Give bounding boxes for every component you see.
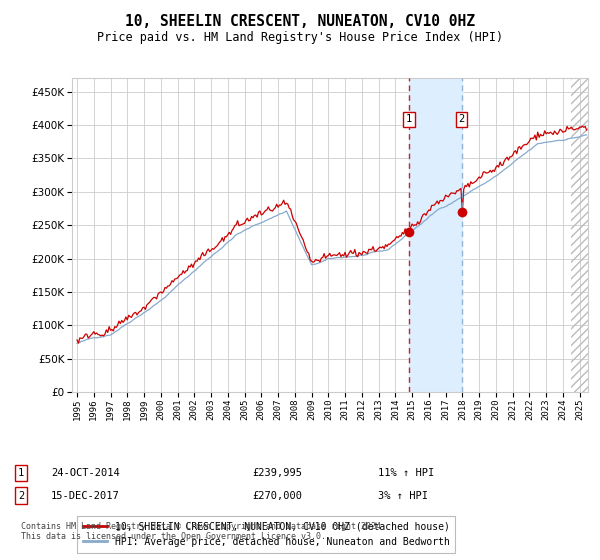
Text: 2: 2: [18, 491, 24, 501]
Text: 3% ↑ HPI: 3% ↑ HPI: [378, 491, 428, 501]
Text: 2: 2: [458, 114, 465, 124]
Bar: [409, 78, 461, 392]
Text: 1: 1: [406, 114, 412, 124]
Text: Contains HM Land Registry data © Crown copyright and database right 2024.
This d: Contains HM Land Registry data © Crown c…: [21, 522, 386, 542]
Bar: [571, 78, 600, 392]
Text: 24-OCT-2014: 24-OCT-2014: [51, 468, 120, 478]
Text: Price paid vs. HM Land Registry's House Price Index (HPI): Price paid vs. HM Land Registry's House …: [97, 31, 503, 44]
Text: 15-DEC-2017: 15-DEC-2017: [51, 491, 120, 501]
Text: £270,000: £270,000: [252, 491, 302, 501]
Legend: 10, SHEELIN CRESCENT, NUNEATON, CV10 0HZ (detached house), HPI: Average price, d: 10, SHEELIN CRESCENT, NUNEATON, CV10 0HZ…: [77, 516, 455, 553]
Text: 1: 1: [18, 468, 24, 478]
Text: 10, SHEELIN CRESCENT, NUNEATON, CV10 0HZ: 10, SHEELIN CRESCENT, NUNEATON, CV10 0HZ: [125, 14, 475, 29]
Text: £239,995: £239,995: [252, 468, 302, 478]
Text: 11% ↑ HPI: 11% ↑ HPI: [378, 468, 434, 478]
